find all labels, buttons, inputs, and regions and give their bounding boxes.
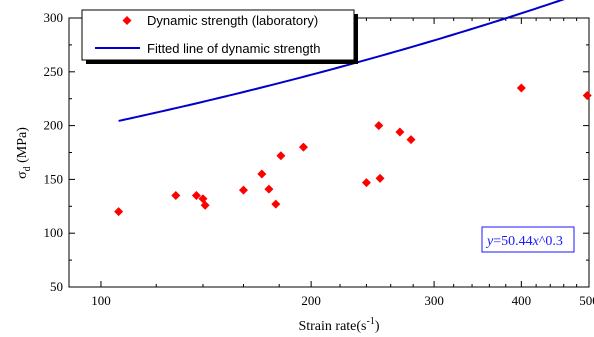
x-axis-title-tail: ) [375,319,380,334]
equation-text: y=50.44x^0.3 [485,234,563,249]
x-tick-label: 100 [91,293,111,308]
data-point [395,127,405,137]
legend-scatter-label: Dynamic strength (laboratory) [147,13,318,28]
data-point [257,169,267,179]
equation-coef: =50.44 [493,234,532,249]
y-axis-title: σd (MPa) [15,127,33,179]
x-axis-title-exp: -1 [367,316,375,327]
equation-box [481,226,575,253]
data-point [298,142,308,152]
equation-annotation: y=50.44x^0.3 [481,226,575,253]
y-axis: 50 100 150 200 250 300 [44,10,589,294]
data-point [375,173,385,183]
data-point [264,184,274,194]
x-tick-label: 500 [579,293,594,308]
data-point [171,191,181,201]
data-point [114,207,124,217]
equation-x: x [532,234,540,249]
y-axis-title-tail: (MPa) [15,127,30,167]
data-point [516,83,526,93]
data-point [238,185,248,195]
x-tick-label: 200 [301,293,321,308]
y-tick-label: 250 [44,64,64,79]
data-point [582,90,592,100]
legend: Dynamic strength (laboratory) Fitted lin… [81,9,358,64]
y-axis-title-sub: d [22,166,33,171]
data-point [406,135,416,145]
y-tick-label: 50 [50,279,63,294]
legend-diamond-icon [122,16,132,25]
y-axis-title-main: σ [15,171,30,179]
data-point [276,151,286,161]
y-tick-label: 150 [44,171,64,186]
data-point [374,121,384,131]
scatter-points [114,83,592,217]
data-point [361,178,371,188]
x-tick-label: 400 [512,293,532,308]
equation-exp: ^0.3 [539,234,563,249]
data-point [200,200,210,210]
data-point [271,199,281,209]
y-tick-label: 300 [44,10,64,25]
x-tick-label: 300 [424,293,444,308]
y-tick-label: 200 [44,118,64,133]
y-tick-label: 100 [44,225,64,240]
equation-y: y [485,234,494,249]
x-axis-title-main: Strain rate(s [298,319,366,334]
legend-line-label: Fitted line of dynamic strength [147,41,320,56]
data-point [191,191,201,201]
x-axis-title: Strain rate(s-1) [298,316,379,334]
